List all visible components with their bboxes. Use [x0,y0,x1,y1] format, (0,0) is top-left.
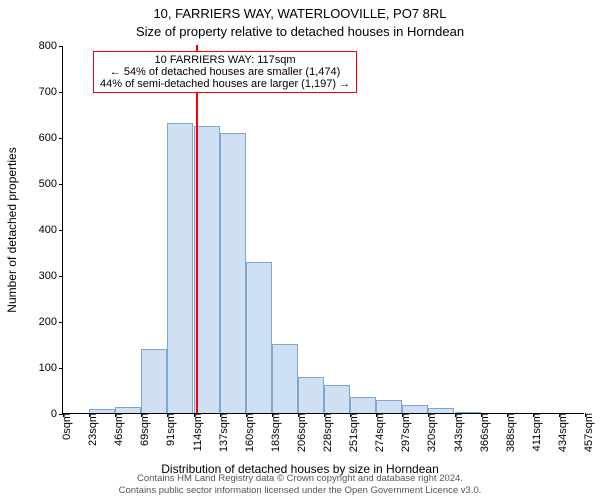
y-tick-mark [59,322,63,323]
y-tick-label: 500 [27,178,57,190]
y-tick-label: 400 [27,224,57,236]
x-tick-label: 91sqm [165,413,177,446]
y-tick-label: 300 [27,270,57,282]
x-tick-label: 69sqm [139,413,151,446]
x-tick-label: 366sqm [479,413,491,452]
x-tick-label: 411sqm [531,413,543,451]
x-tick-label: 343sqm [453,413,465,452]
x-tick-label: 457sqm [583,413,595,452]
bar [246,262,272,413]
bar [272,344,298,413]
bar [167,123,193,413]
annotation-line1: 10 FARRIERS WAY: 117sqm [100,54,350,66]
annotation-line2: ← 54% of detached houses are smaller (1,… [100,66,350,78]
plot-area: 01002003004005006007008000sqm23sqm46sqm6… [62,46,584,414]
y-tick-mark [59,368,63,369]
x-tick-label: 297sqm [400,413,412,452]
y-tick-mark [59,46,63,47]
y-tick-label: 0 [27,408,57,420]
chart-title-sub: Size of property relative to detached ho… [0,24,600,39]
y-tick-mark [59,184,63,185]
y-tick-label: 800 [27,40,57,52]
y-tick-mark [59,276,63,277]
x-tick-label: 320sqm [426,413,438,452]
y-tick-label: 200 [27,316,57,328]
annotation-box: 10 FARRIERS WAY: 117sqm ← 54% of detache… [93,51,357,93]
y-tick-mark [59,92,63,93]
x-tick-label: 274sqm [374,413,386,452]
bar [141,349,167,413]
bar [350,397,376,413]
x-tick-label: 46sqm [113,413,125,446]
caption-line1: Contains HM Land Registry data © Crown c… [0,473,600,484]
caption: Contains HM Land Registry data © Crown c… [0,473,600,496]
x-tick-label: 23sqm [87,413,99,446]
x-tick-label: 137sqm [218,413,230,452]
x-tick-label: 206sqm [296,413,308,452]
chart-title-main: 10, FARRIERS WAY, WATERLOOVILLE, PO7 8RL [0,6,600,21]
annotation-line3: 44% of semi-detached houses are larger (… [100,78,350,90]
y-axis-label: Number of detached properties [5,147,19,312]
y-tick-mark [59,138,63,139]
caption-line2: Contains public sector information licen… [0,485,600,496]
highlight-line [196,45,198,413]
y-tick-mark [59,230,63,231]
x-tick-label: 228sqm [322,413,334,452]
x-tick-label: 114sqm [192,413,204,451]
x-tick-label: 183sqm [270,413,282,452]
bar [402,405,428,413]
x-tick-label: 0sqm [61,413,73,440]
x-tick-label: 388sqm [505,413,517,452]
bar [324,385,350,413]
y-tick-label: 100 [27,362,57,374]
bar [220,133,246,413]
bar [298,377,324,413]
x-tick-label: 160sqm [244,413,256,452]
x-tick-label: 251sqm [348,413,360,452]
y-tick-label: 700 [27,86,57,98]
bar [376,400,402,413]
chart-container: 10, FARRIERS WAY, WATERLOOVILLE, PO7 8RL… [0,0,600,500]
x-tick-label: 434sqm [557,413,569,452]
y-tick-label: 600 [27,132,57,144]
